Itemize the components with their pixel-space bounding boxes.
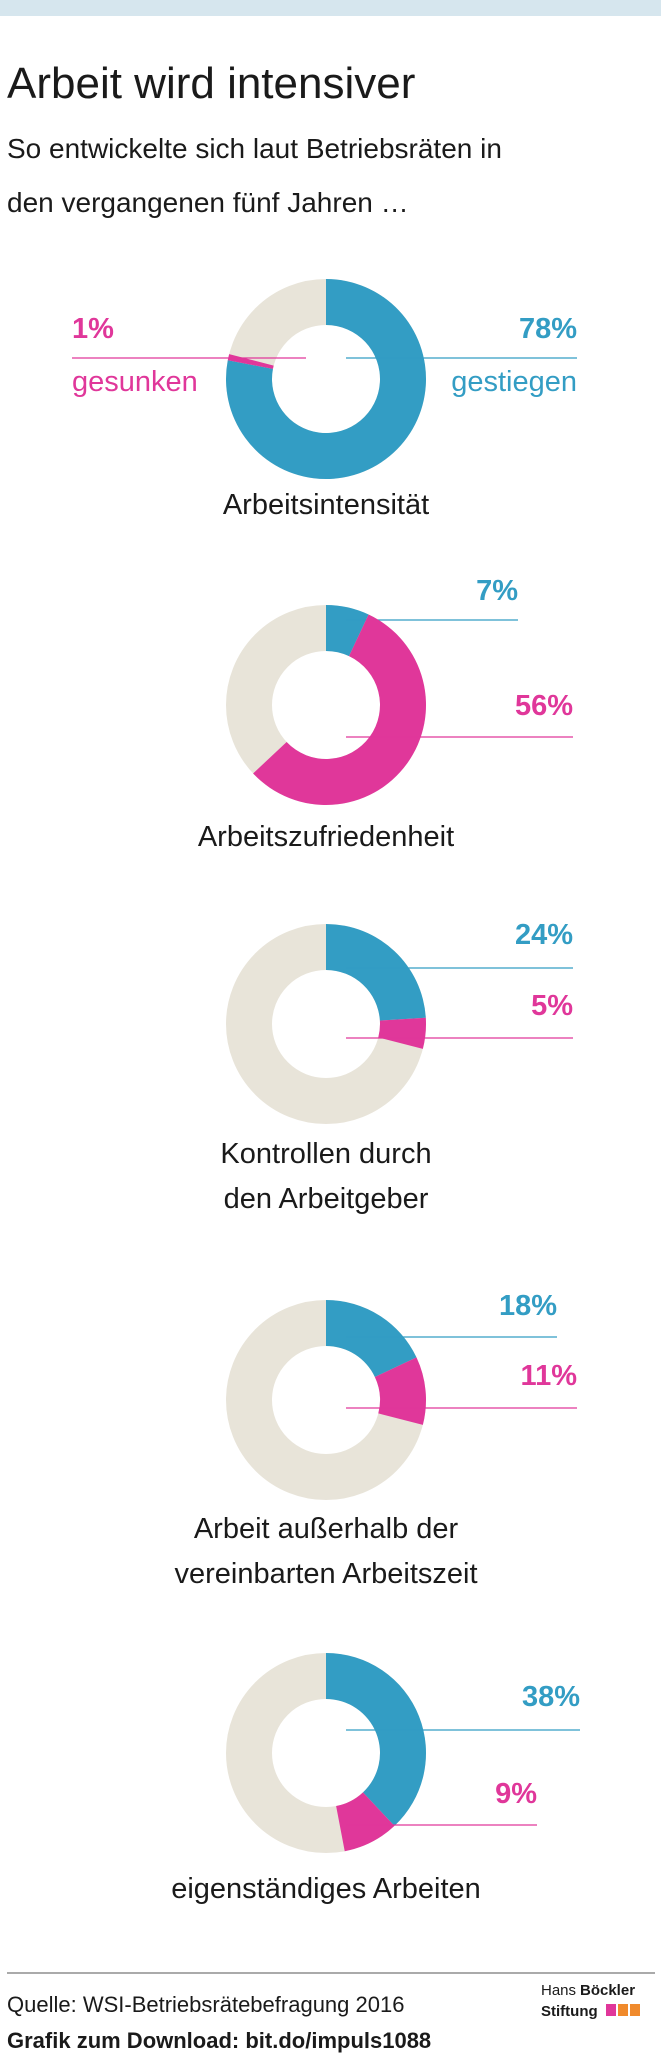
logo-block [630,2004,640,2016]
subtitle: So entwickelte sich laut Betriebsräten i… [7,133,502,164]
value-label: 38% [522,1681,580,1713]
legend-label: gestiegen [451,366,577,398]
category-label: Arbeitsintensität [223,489,429,521]
value-label: 18% [499,1290,557,1322]
category-label: vereinbarten Arbeitszeit [174,1558,477,1590]
value-label: 24% [515,919,573,951]
donut-segment [225,279,426,479]
donut-segment [326,924,426,1021]
category-label: eigenständiges Arbeiten [171,1873,481,1905]
legend-label: gesunken [72,366,198,398]
category-label: den Arbeitgeber [224,1183,429,1215]
value-label: 1% [72,313,114,345]
logo: Hans Böckler Stiftung [541,1982,640,2020]
logo-text: Stiftung [541,2003,598,2020]
donut-segment [326,605,369,657]
donut-chart: 24% 5% Kontrollen durch den Arbeitgeber [220,919,573,1215]
value-label: 7% [476,575,518,607]
top-bar [0,0,661,16]
value-label: 56% [515,690,573,722]
value-label: 11% [521,1360,578,1392]
logo-block [618,2004,628,2016]
title: Arbeit wird intensiver [7,59,415,108]
value-label: 5% [531,990,573,1022]
donut-segment [326,1653,427,1826]
donut-chart: 18% 11% Arbeit außerhalb der vereinbarten A… [174,1290,577,1590]
donut-segment [378,1017,426,1049]
logo-text: Böckler [580,1982,635,1999]
value-label: 78% [519,313,577,345]
donut-segment [253,614,426,805]
download: Grafik zum Download: bit.do/impuls1088 [7,2028,431,2053]
donut-chart: 7% 56% Arbeitszufriedenheit [198,575,573,853]
donut-chart: 78% gestiegen 1% gesunken Arbeitsintensität [72,279,577,521]
logo-block [606,2004,616,2016]
donut-chart: 38% 9% eigenständiges Arbeiten [171,1653,580,1905]
value-label: 9% [495,1778,537,1810]
donut-segment [336,1792,395,1852]
subtitle: den vergangenen fünf Jahren … [7,187,409,218]
category-label: Arbeit außerhalb der [194,1513,459,1545]
category-label: Arbeitszufriedenheit [198,821,454,853]
source: Quelle: WSI-Betriebsrätebefragung 2016 [7,1992,404,2017]
category-label: Kontrollen durch [220,1138,431,1170]
donut-segment [326,1300,417,1378]
logo-text: Hans [541,1982,576,1999]
